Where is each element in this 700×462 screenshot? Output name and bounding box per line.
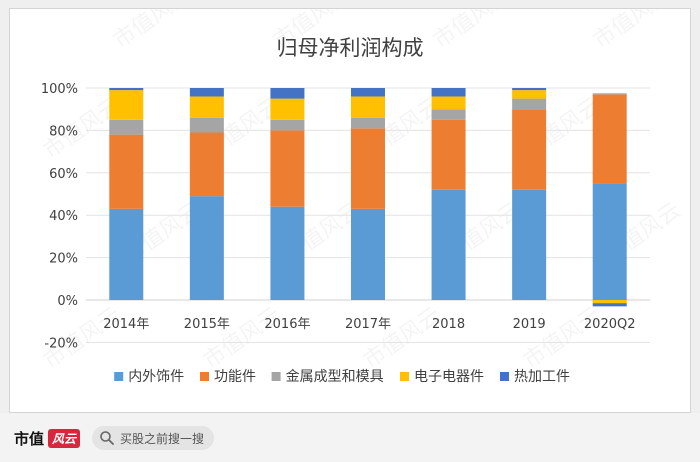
y-tick-label: 60%	[49, 167, 78, 182]
y-tick-label: 40%	[49, 209, 78, 224]
footer-bar: 市值 风云 买股之前搜一搜	[0, 413, 700, 462]
legend-label: 金属成型和模具	[286, 369, 384, 385]
y-tick-label: 80%	[49, 124, 78, 139]
bar-segment	[270, 98, 305, 120]
bar-segment	[431, 109, 466, 120]
legend-label: 电子电器件	[414, 369, 484, 385]
bar-segment	[512, 88, 547, 91]
bar-segment	[592, 300, 627, 304]
bar-segment	[512, 109, 547, 190]
bar-segment	[189, 196, 224, 300]
bar-segment	[512, 189, 547, 300]
legend-label: 内外饰件	[128, 369, 184, 385]
legend-swatch	[271, 372, 281, 381]
bar-segment	[270, 206, 305, 300]
bar-segment	[109, 90, 144, 120]
brand-logo[interactable]: 市值 风云	[14, 428, 81, 449]
bar-segment	[592, 94, 627, 184]
watermark-text: 市值风云	[359, 303, 445, 374]
search-icon	[100, 431, 114, 445]
brand-name: 市值	[14, 430, 45, 448]
bar-segment	[351, 128, 385, 209]
bar-segment	[270, 130, 305, 207]
bar-segment	[351, 117, 385, 129]
legend-swatch	[200, 372, 209, 381]
legend: 内外饰件 功能件 金属成型和模具 电子电器件 热加工件	[114, 369, 570, 385]
y-axis-ticks: 100% 80% 60% 40% 20% 0% -20%	[41, 82, 78, 351]
bar-segment	[592, 183, 627, 300]
bar-segment	[189, 117, 224, 133]
watermark-text: 市值风云	[429, 9, 515, 54]
watermark-text: 市值风云	[199, 303, 285, 374]
y-tick-label: -20%	[44, 336, 78, 351]
bar-segment	[512, 90, 547, 99]
watermark-text: 市值风云	[519, 303, 605, 374]
bar-segment	[431, 189, 466, 300]
bar-segment	[189, 132, 224, 197]
bar-segment	[431, 88, 466, 97]
bar-segment	[109, 208, 144, 300]
chart-card: 市值风云 市值风云 市值风云 市值风云 市值风云 市值风云 市值风云 市值风云 市值风云 市值风云…	[9, 8, 691, 413]
bar-segment	[431, 96, 466, 110]
bars	[109, 88, 627, 307]
x-axis-ticks: 2014年 2015年 2016年 2017年 2018 2019 2020Q2	[103, 317, 635, 332]
brand-stamp: 风云	[48, 429, 81, 448]
x-tick-label: 2019	[513, 317, 546, 332]
legend-label: 功能件	[214, 369, 256, 385]
bar-segment	[109, 88, 144, 91]
bar-segment	[189, 88, 224, 97]
bar-segment	[109, 119, 144, 135]
watermark-text: 市值风云	[589, 9, 675, 54]
bar-segment	[592, 303, 627, 307]
watermark-text: 市值风云	[109, 9, 195, 54]
x-tick-label: 2018	[432, 317, 465, 332]
x-tick-label: 2015年	[184, 317, 230, 332]
bar-segment	[431, 119, 466, 190]
legend-swatch	[400, 372, 409, 381]
bar-segment	[592, 93, 627, 95]
legend-swatch	[500, 372, 509, 381]
legend-label: 热加工件	[514, 369, 570, 385]
bar-segment	[351, 96, 385, 118]
x-tick-label: 2016年	[264, 317, 310, 332]
bar-segment	[109, 134, 144, 209]
search-placeholder: 买股之前搜一搜	[120, 431, 205, 446]
y-tick-label: 20%	[49, 252, 78, 267]
bar-segment	[512, 98, 547, 110]
bar-segment	[351, 208, 385, 300]
y-tick-label: 0%	[57, 294, 78, 309]
legend-swatch	[114, 372, 124, 381]
search-box[interactable]: 买股之前搜一搜	[92, 426, 214, 450]
bar-segment	[351, 88, 385, 97]
bar-segment	[270, 119, 305, 131]
bar-segment	[270, 88, 305, 99]
chart-title: 归母净利润构成	[277, 36, 424, 60]
y-tick-label: 100%	[41, 82, 78, 97]
x-tick-label: 2014年	[103, 317, 149, 332]
x-tick-label: 2017年	[345, 317, 391, 332]
x-tick-label: 2020Q2	[584, 317, 636, 332]
bar-segment	[189, 96, 224, 118]
